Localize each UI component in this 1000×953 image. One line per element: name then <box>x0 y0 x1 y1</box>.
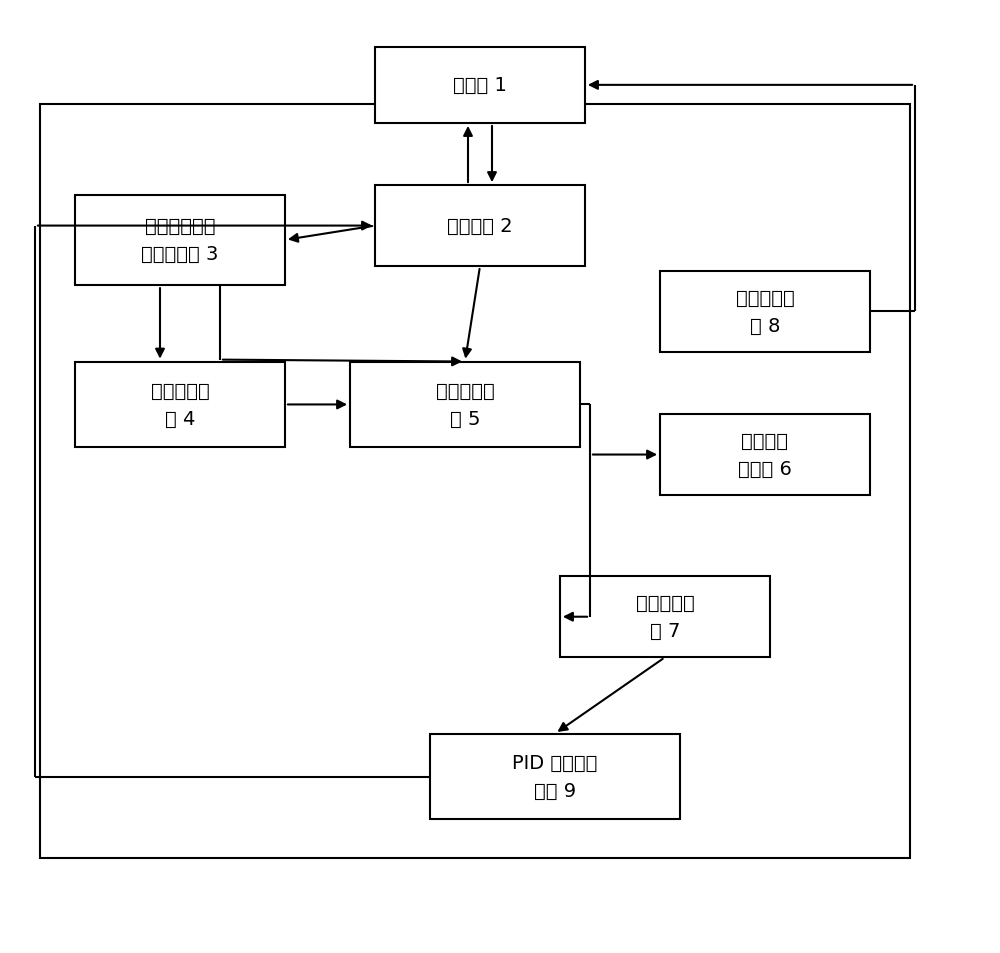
Text: 上位机 1: 上位机 1 <box>453 76 507 95</box>
Bar <box>350 362 580 448</box>
Text: PID 反馈调节
单元 9: PID 反馈调节 单元 9 <box>512 753 598 801</box>
Bar <box>375 186 585 267</box>
Text: 多通道宽频信
号发生单元 3: 多通道宽频信 号发生单元 3 <box>141 217 219 264</box>
Bar <box>560 577 770 658</box>
Text: 信号调理单
元 4: 信号调理单 元 4 <box>151 381 209 429</box>
Text: 主控单元 2: 主控单元 2 <box>447 217 513 235</box>
Text: 温度反馈单
元 8: 温度反馈单 元 8 <box>736 289 794 335</box>
Bar <box>430 734 680 820</box>
Text: 亥姆霍兹
线圈组 6: 亥姆霍兹 线圈组 6 <box>738 432 792 478</box>
Bar <box>75 362 285 448</box>
Bar <box>660 272 870 353</box>
Bar <box>75 195 285 286</box>
Text: 磁场测量单
元 7: 磁场测量单 元 7 <box>636 594 694 640</box>
Bar <box>660 415 870 496</box>
Text: 功率放大单
元 5: 功率放大单 元 5 <box>436 381 494 429</box>
Bar <box>375 48 585 124</box>
Bar <box>40 105 910 858</box>
